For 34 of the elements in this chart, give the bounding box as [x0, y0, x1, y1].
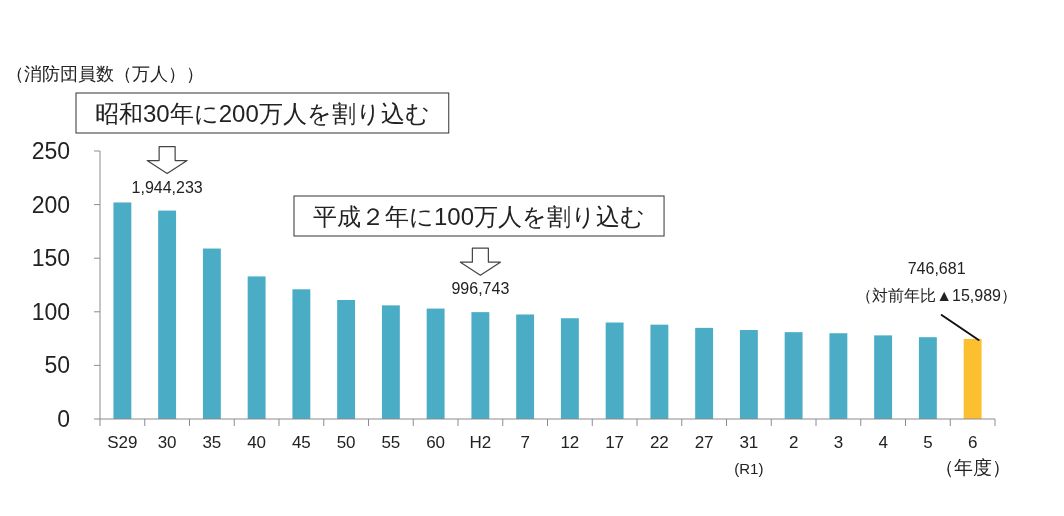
x-tick-label: 50	[336, 433, 356, 452]
y-tick-label: 0	[57, 406, 70, 432]
x-tick-label: 27	[694, 433, 714, 452]
x-tick-label: S29	[107, 433, 138, 452]
x-tick-label: 12	[560, 433, 580, 452]
x-tick-label: 22	[649, 433, 669, 452]
annotation: 996,743	[451, 280, 510, 298]
x-tick-label: 17	[605, 433, 625, 452]
x-tick-label: 31 (R1)	[734, 433, 764, 477]
y-tick-label: 50	[44, 352, 70, 379]
y-tick-label: 250	[31, 138, 70, 164]
x-tick-label: 7	[520, 433, 530, 452]
x-tick-label: 45	[291, 433, 311, 452]
x-tick-label: 35	[202, 433, 222, 452]
x-tick-label: 6	[967, 433, 978, 452]
y-tick-label: 100	[31, 298, 70, 325]
callout: 昭和30年に200万人を割り込む	[75, 92, 450, 134]
x-tick-label: 2	[788, 433, 799, 452]
x-tick-label: 5	[923, 433, 933, 452]
x-tick-label: 55	[381, 433, 401, 452]
x-tick-label: 30	[157, 433, 177, 452]
x-tick-label: 3	[833, 433, 844, 452]
annotation: 746,681 （対前年比▲15,989）	[856, 259, 1018, 304]
y-axis-title: （消防団員数（万人））	[6, 64, 204, 84]
x-tick-label: 60	[426, 433, 446, 452]
x-tick-label: 4	[878, 433, 888, 452]
annotation: 平成２年に100万人を割り込む	[313, 202, 646, 230]
x-tick-label: 40	[247, 433, 267, 452]
annotation: 1,944,233	[131, 178, 203, 196]
x-tick-label: H2	[469, 433, 492, 452]
callout: 平成２年に100万人を割り込む	[293, 195, 665, 237]
y-tick-label: 150	[31, 245, 70, 272]
x-axis-title: （年度）	[934, 457, 1011, 478]
y-tick-label: 200	[31, 191, 70, 218]
